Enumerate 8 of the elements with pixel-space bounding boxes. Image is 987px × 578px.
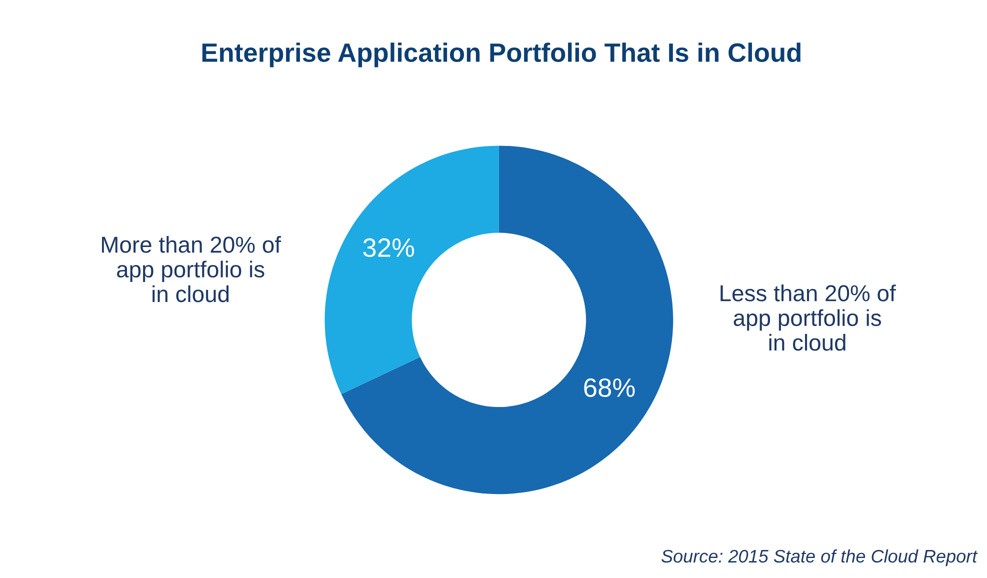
chart-title: Enterprise Application Portfolio That Is in Cloud	[202, 42, 800, 68]
donut-slice	[324, 146, 499, 394]
donut-slice	[341, 146, 674, 494]
data-label: 32%	[363, 238, 414, 257]
source-note: Source: 2015 State of the Cloud Report	[661, 549, 978, 566]
slice-label: Less than 20% of app portfolio is in cloud	[720, 284, 896, 351]
data-label: 68%	[584, 378, 635, 398]
slice-label: More than 20% of app portfolio is in cloud	[102, 236, 282, 302]
